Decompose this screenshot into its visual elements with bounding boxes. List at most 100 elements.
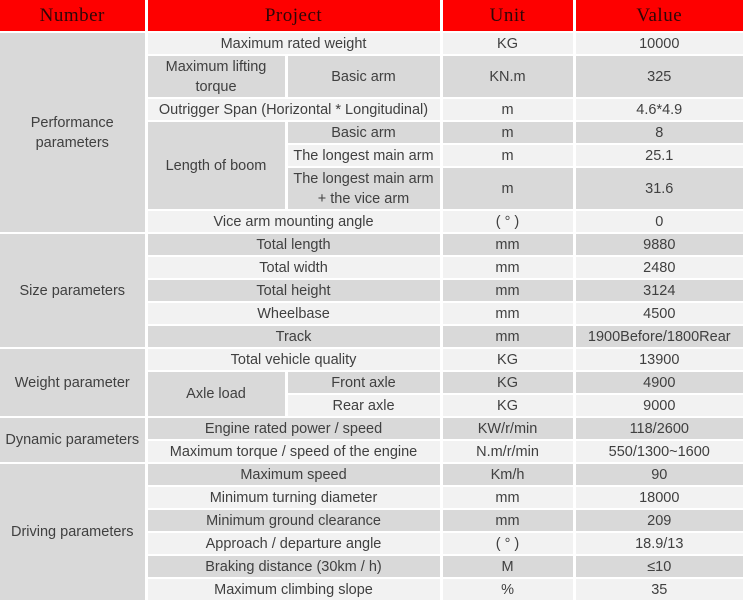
unit-cell: Km/h — [441, 463, 576, 487]
project-cell: Maximum rated weight — [146, 32, 443, 56]
unit-cell: ( ° ) — [441, 210, 576, 234]
spec-row: Track mm 1900Before/1800Rear — [0, 325, 743, 349]
value-cell: 9880 — [574, 233, 743, 257]
value-cell: 9000 — [574, 394, 743, 418]
section-cell-weight-parameter: Weight parameter — [0, 348, 148, 418]
project-cell: Vice arm mounting angle — [146, 210, 443, 234]
spec-row: Minimum turning diameter mm 18000 — [0, 486, 743, 510]
spec-row: Dynamic parameters Engine rated power / … — [0, 417, 743, 464]
unit-cell: mm — [441, 486, 576, 510]
project-cell: Maximum climbing slope — [146, 578, 443, 602]
value-cell: 31.6 — [574, 167, 743, 211]
project-cell: Wheelbase — [146, 302, 443, 326]
unit-cell: m — [441, 98, 576, 122]
project-cell: Basic arm — [286, 121, 443, 145]
unit-cell: mm — [441, 256, 576, 280]
unit-cell: KG — [441, 348, 576, 372]
spec-row: Maximum torque / speed of the engine N.m… — [0, 440, 743, 464]
unit-cell: KG — [441, 32, 576, 56]
value-cell: 325 — [574, 55, 743, 99]
spec-row: Minimum ground clearance mm 209 — [0, 509, 743, 533]
unit-cell: ( ° ) — [441, 532, 576, 556]
value-cell: 10000 — [574, 32, 743, 56]
project-cell: Braking distance (30km / h) — [146, 555, 443, 579]
project-cell: Front axle — [286, 371, 443, 395]
value-cell: 550/1300~1600 — [574, 440, 743, 464]
spec-row: Outrigger Span (Horizontal * Longitudina… — [0, 98, 743, 122]
value-cell: 4900 — [574, 371, 743, 395]
spec-row: Maximum climbing slope % 35 — [0, 578, 743, 602]
project-cell: Rear axle — [286, 394, 443, 418]
spec-row: Total width mm 2480 — [0, 256, 743, 280]
project-cell: The longest main arm + the vice arm — [286, 167, 443, 211]
unit-cell: N.m/r/min — [441, 440, 576, 464]
spec-row: Wheelbase mm 4500 — [0, 302, 743, 326]
value-cell: 209 — [574, 509, 743, 533]
section-cell-performance-parameters: Performance parameters — [0, 32, 148, 234]
unit-cell: mm — [441, 233, 576, 257]
unit-cell: m — [441, 121, 576, 145]
unit-cell: KN.m — [441, 55, 576, 99]
col-header-value: Value — [574, 0, 743, 33]
value-cell: 35 — [574, 578, 743, 602]
col-header-unit: Unit — [441, 0, 576, 33]
value-cell: 18000 — [574, 486, 743, 510]
section-cell-dynamic-parameters: Dynamic parameters — [0, 417, 148, 464]
value-cell: 0 — [574, 210, 743, 234]
spec-row: Maximum lifting torque Basic arm KN.m 32… — [0, 55, 743, 99]
project-cell: Total length — [146, 233, 443, 257]
unit-cell: mm — [441, 509, 576, 533]
project-cell: Minimum ground clearance — [146, 509, 443, 533]
spec-row: Length of boom Basic arm m 8 — [0, 121, 743, 211]
project-cell: Approach / departure angle — [146, 532, 443, 556]
value-cell: 3124 — [574, 279, 743, 303]
spec-row: Axle load Front axle KG 4900 — [0, 371, 743, 418]
project-cell: Basic arm — [286, 55, 443, 99]
project-cell: Total width — [146, 256, 443, 280]
unit-cell: mm — [441, 302, 576, 326]
project-cell: Maximum speed — [146, 463, 443, 487]
value-cell: 1900Before/1800Rear — [574, 325, 743, 349]
project-cell: Track — [146, 325, 443, 349]
section-cell-driving-parameters: Driving parameters — [0, 463, 148, 602]
value-cell: ≤10 — [574, 555, 743, 579]
spec-row: Rear axle KG 9000 — [0, 394, 743, 418]
unit-cell: m — [441, 167, 576, 211]
col-header-project: Project — [146, 0, 443, 33]
spec-row: Approach / departure angle ( ° ) 18.9/13 — [0, 532, 743, 556]
unit-cell: KW/r/min — [441, 417, 576, 441]
spec-row: Performance parameters Maximum rated wei… — [0, 32, 743, 234]
spec-row: Total height mm 3124 — [0, 279, 743, 303]
unit-cell: mm — [441, 325, 576, 349]
project-cell: Total vehicle quality — [146, 348, 443, 372]
project-cell: Outrigger Span (Horizontal * Longitudina… — [146, 98, 443, 122]
project-cell: Maximum torque / speed of the engine — [146, 440, 443, 464]
group-cell-length-of-boom: Length of boom — [146, 121, 288, 211]
unit-cell: KG — [441, 371, 576, 395]
unit-cell: % — [441, 578, 576, 602]
value-cell: 13900 — [574, 348, 743, 372]
header-row: Number Project Unit Value — [0, 0, 743, 33]
col-header-number: Number — [0, 0, 148, 33]
value-cell: 18.9/13 — [574, 532, 743, 556]
group-cell-maximum-lifting-torque: Maximum lifting torque — [146, 55, 288, 99]
value-cell: 25.1 — [574, 144, 743, 168]
unit-cell: mm — [441, 279, 576, 303]
project-cell: Total height — [146, 279, 443, 303]
value-cell: 4.6*4.9 — [574, 98, 743, 122]
value-cell: 8 — [574, 121, 743, 145]
spec-row: Braking distance (30km / h) M ≤10 — [0, 555, 743, 579]
section-cell-size-parameters: Size parameters — [0, 233, 148, 349]
group-cell-axle-load: Axle load — [146, 371, 288, 418]
value-cell: 2480 — [574, 256, 743, 280]
spec-row: The longest main arm + the vice arm m 31… — [0, 167, 743, 211]
project-cell: Minimum turning diameter — [146, 486, 443, 510]
unit-cell: m — [441, 144, 576, 168]
value-cell: 90 — [574, 463, 743, 487]
spec-row: Vice arm mounting angle ( ° ) 0 — [0, 210, 743, 234]
project-cell: The longest main arm — [286, 144, 443, 168]
project-cell: Engine rated power / speed — [146, 417, 443, 441]
value-cell: 118/2600 — [574, 417, 743, 441]
